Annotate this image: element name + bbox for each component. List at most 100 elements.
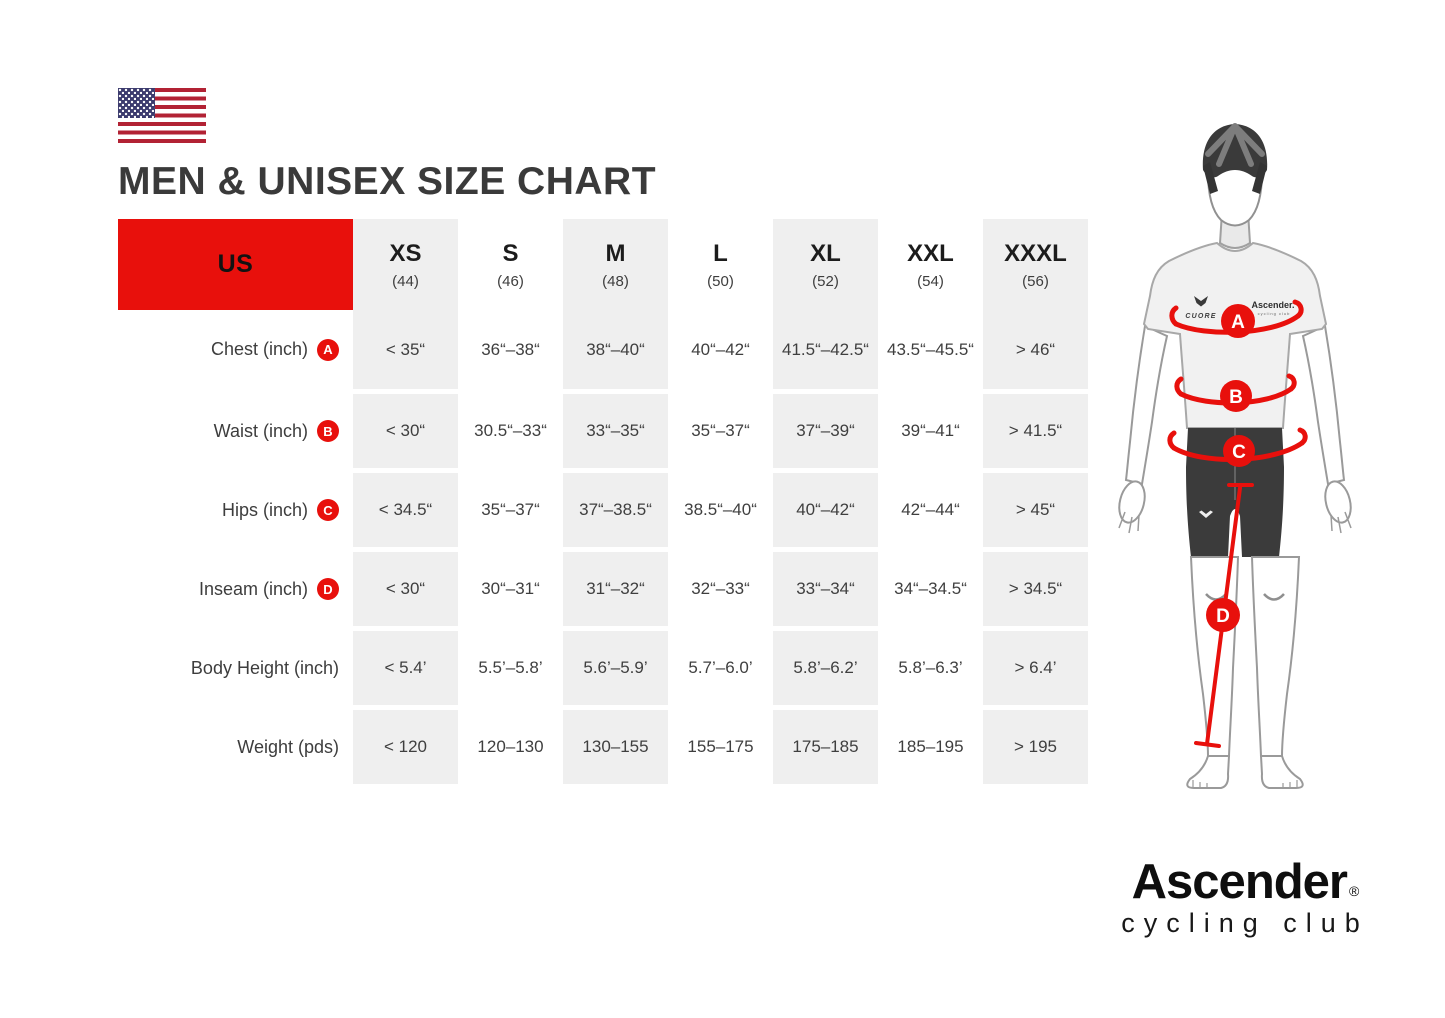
table-row-weight: Weight (pds) < 120 120–130 130–155 155–1…	[118, 710, 1088, 784]
row-label-cell: Hips (inch) C	[118, 473, 353, 547]
band-markers: A B C D	[1206, 304, 1255, 632]
value-cell: < 120	[353, 710, 458, 784]
size-number: (50)	[707, 272, 734, 290]
cuore-shorts-logo	[1199, 510, 1213, 518]
row-marker-badge: D	[317, 578, 339, 600]
row-label-cell: Waist (inch) B	[118, 394, 353, 468]
ascender-jersey-logo: Ascender.	[1251, 300, 1294, 310]
size-label: XS	[389, 239, 422, 267]
value-cell: 31“–32“	[563, 552, 668, 626]
value-cell: > 45“	[983, 473, 1088, 547]
cyclist-figure: CUORE Ascender. cycling club	[1118, 123, 1352, 789]
value-cell: < 30“	[353, 394, 458, 468]
table-row-waist: Waist (inch) B < 30“ 30.5“–33“ 33“–35“ 35…	[118, 394, 1088, 468]
value-cell: 5.8’–6.2’	[773, 631, 878, 705]
marker-d-label: D	[1216, 606, 1230, 627]
value-cell: < 5.4’	[353, 631, 458, 705]
value-cell: < 34.5“	[353, 473, 458, 547]
row-label: Body Height (inch)	[190, 657, 339, 678]
size-label: S	[502, 239, 519, 267]
us-flag-canton	[118, 88, 155, 118]
size-number: (52)	[812, 272, 839, 290]
row-label: Hips (inch)	[221, 499, 308, 520]
value-cell: 30“–31“	[481, 579, 540, 598]
column-header-xxxl: XXXL (56)	[983, 219, 1088, 310]
value-cell: 36“–38“	[481, 339, 540, 359]
marker-d-circle	[1206, 598, 1240, 632]
value-cell: 35“–37“	[691, 421, 750, 440]
column-header-xxl: XXL (54)	[878, 219, 983, 310]
brand-subtitle: cycling club	[1121, 908, 1369, 938]
value-cell: > 195	[983, 710, 1088, 784]
row-label: Inseam (inch)	[198, 578, 308, 599]
row-label: Chest (inch)	[210, 339, 308, 359]
legs	[1186, 556, 1304, 789]
cuore-bird-icon	[1194, 296, 1208, 307]
value-cell: < 30“	[353, 552, 458, 626]
ascender-jersey-logo-sub: cycling club	[1258, 311, 1291, 316]
jersey-chest-logos: CUORE Ascender. cycling club	[1185, 296, 1295, 320]
row-marker-badge: B	[317, 420, 339, 442]
size-number: (56)	[1022, 272, 1049, 290]
row-label-cell: Body Height (inch)	[118, 631, 353, 705]
size-number: (46)	[497, 272, 524, 290]
value-cell: > 41.5“	[983, 394, 1088, 468]
value-cell: 37“–38.5“	[563, 473, 668, 547]
helmet-icon	[1202, 123, 1268, 194]
value-cell: > 6.4’	[983, 631, 1088, 705]
row-label-cell: Inseam (inch) D	[118, 552, 353, 626]
row-label-cell: Chest (inch) A	[118, 310, 353, 389]
value-cell: 5.6’–5.9’	[563, 631, 668, 705]
value-cell: 38.5“–40“	[684, 500, 757, 519]
us-flag-icon	[118, 88, 206, 143]
brand-name-text: Ascender	[1131, 855, 1348, 909]
marker-a-circle	[1221, 304, 1255, 338]
value-cell: 35“–37“	[481, 500, 540, 519]
marker-a-label: A	[1231, 312, 1245, 333]
size-label: XL	[810, 239, 841, 267]
value-cell: 43.5“–45.5“	[887, 339, 974, 359]
value-cell: < 35“	[353, 310, 458, 389]
value-cell: 155–175	[687, 737, 754, 756]
value-cell: > 46“	[983, 310, 1088, 389]
brand-name: Ascender ®	[1090, 858, 1400, 907]
value-cell: 42“–44“	[901, 500, 960, 519]
brand-logo: Ascender ® cycling club	[1090, 858, 1400, 939]
size-number: (48)	[602, 272, 629, 290]
size-label: XXL	[907, 239, 954, 267]
marker-b-circle	[1220, 380, 1252, 412]
marker-c-label: C	[1232, 442, 1246, 463]
value-cell: 175–185	[773, 710, 878, 784]
size-label: M	[605, 239, 626, 267]
column-header-xs: XS (44)	[353, 219, 458, 310]
value-cell: 185–195	[897, 737, 964, 756]
marker-c-circle	[1223, 435, 1255, 467]
value-cell: 5.7’–6.0’	[688, 658, 753, 677]
value-cell: 32“–33“	[691, 579, 750, 598]
row-marker-badge: A	[317, 338, 339, 361]
value-cell: 39“–41“	[901, 421, 960, 440]
value-cell: 33“–34“	[773, 552, 878, 626]
value-cell: > 34.5“	[983, 552, 1088, 626]
region-header-cell: US	[118, 219, 353, 310]
value-cell: 120–130	[477, 737, 544, 756]
value-cell: 41.5“–42.5“	[773, 310, 878, 389]
fit-measurement-figure: CUORE Ascender. cycling club	[1105, 112, 1385, 807]
row-label: Weight (pds)	[237, 736, 339, 757]
size-chart-table: US XS (44) S (46) M (48) L (50) XL (52) XXL (5…	[118, 219, 1088, 784]
size-number: (44)	[392, 272, 419, 290]
table-row-hips: Hips (inch) C < 34.5“ 35“–37“ 37“–38.5“ 3…	[118, 473, 1088, 547]
value-cell: 5.5’–5.8’	[478, 658, 543, 677]
table-row-chest: Chest (inch) A < 35“ 36“–38“ 38“–40“ 40“–…	[118, 310, 1088, 389]
value-cell: 30.5“–33“	[474, 421, 547, 440]
row-label-cell: Weight (pds)	[118, 710, 353, 784]
size-label: L	[713, 239, 728, 267]
column-header-xl: XL (52)	[773, 219, 878, 310]
value-cell: 40“–42“	[691, 339, 750, 359]
column-header-l: L (50)	[668, 219, 773, 310]
value-cell: 37“–39“	[773, 394, 878, 468]
table-header-row: US XS (44) S (46) M (48) L (50) XL (52) XXL (5…	[118, 219, 1088, 310]
page-title: MEN & UNISEX SIZE CHART	[118, 160, 657, 203]
registered-mark: ®	[1349, 883, 1359, 899]
